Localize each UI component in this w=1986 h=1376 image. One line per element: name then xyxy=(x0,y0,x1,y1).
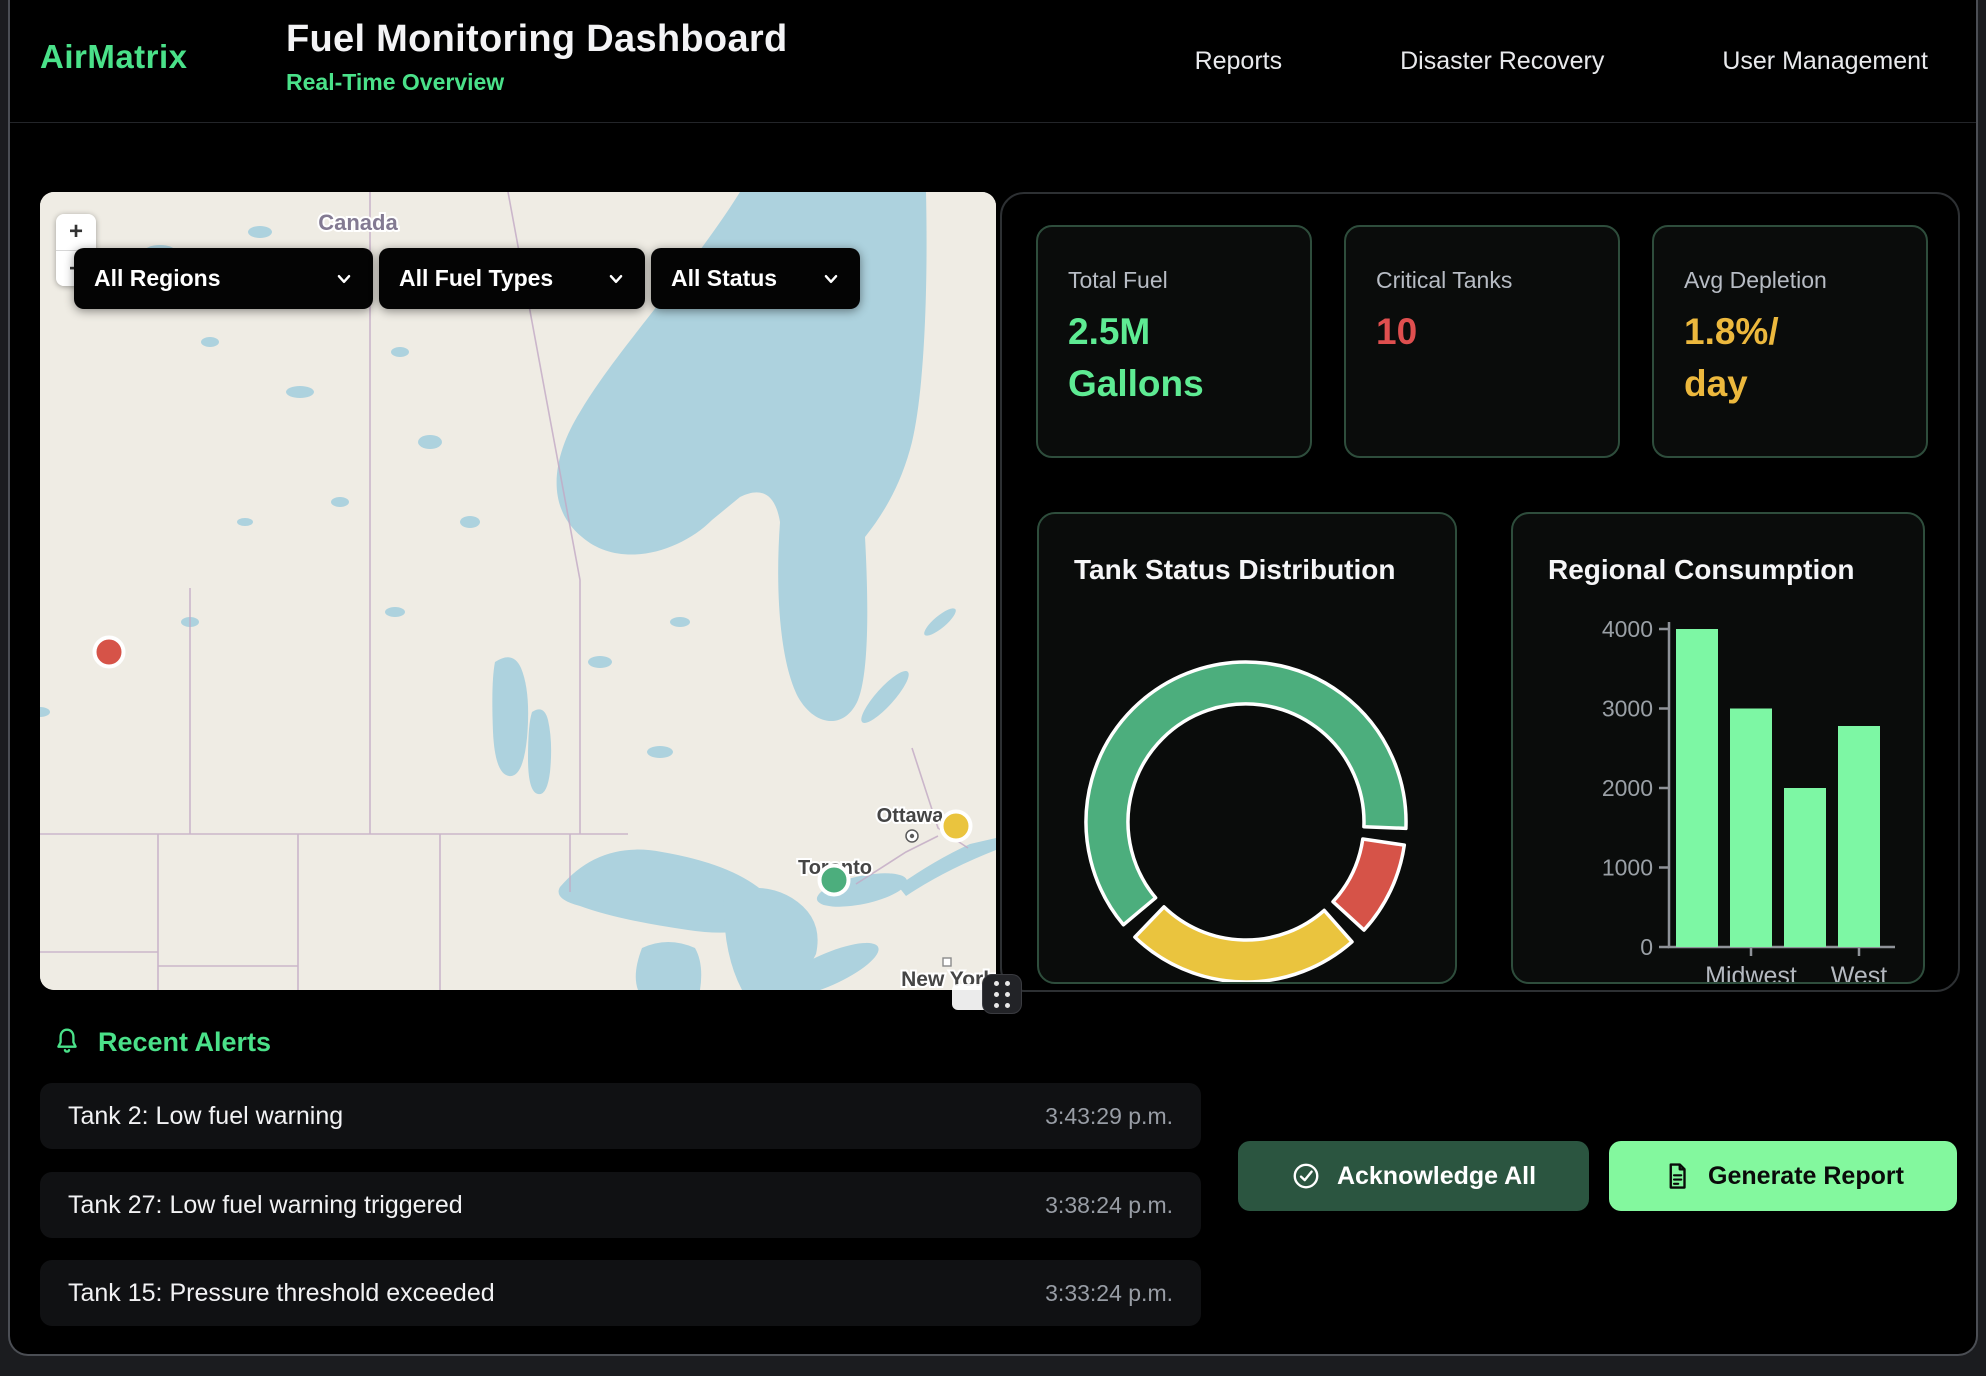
chevron-down-icon xyxy=(335,270,353,288)
chevron-down-icon xyxy=(607,270,625,288)
top-bar: AirMatrix Fuel Monitoring Dashboard Real… xyxy=(10,0,1976,123)
map-ottawa-dot xyxy=(906,830,918,842)
alert-row: Tank 15: Pressure threshold exceeded 3:3… xyxy=(40,1260,1201,1326)
map-marker-normal[interactable] xyxy=(820,866,849,895)
resize-grip-icon[interactable] xyxy=(982,974,1022,1014)
map-label-ottawa: Ottawa xyxy=(877,805,945,827)
map-marker-critical[interactable] xyxy=(95,638,124,667)
dashboard-root: AirMatrix Fuel Monitoring Dashboard Real… xyxy=(8,0,1978,1356)
bar-0 xyxy=(1676,629,1718,947)
main-nav: Reports Disaster Recovery User Managemen… xyxy=(1195,0,1928,123)
alert-time: 3:43:29 p.m. xyxy=(1045,1103,1173,1130)
stat-card-total-fuel: Total Fuel 2.5MGallons xyxy=(1036,225,1312,458)
donut-segment-critical xyxy=(1333,839,1404,930)
document-icon xyxy=(1662,1161,1692,1191)
map-label-canada: Canada xyxy=(318,210,398,235)
map-marker-warning[interactable] xyxy=(942,812,971,841)
alert-message: Tank 15: Pressure threshold exceeded xyxy=(68,1279,495,1308)
tank-status-card: Tank Status Distribution xyxy=(1037,512,1457,984)
zoom-in-button[interactable]: + xyxy=(56,214,96,250)
app-logo: AirMatrix xyxy=(40,38,188,76)
tank-status-donut-chart xyxy=(1039,514,1457,984)
stat-value: 10 xyxy=(1376,306,1588,358)
stat-label: Total Fuel xyxy=(1068,267,1280,294)
bar-2 xyxy=(1784,788,1826,947)
stat-value: 2.5MGallons xyxy=(1068,306,1280,410)
alert-time: 3:38:24 p.m. xyxy=(1045,1192,1173,1219)
status-dropdown-value: All Status xyxy=(671,265,777,292)
alert-time: 3:33:24 p.m. xyxy=(1045,1280,1173,1307)
x-tick-label: West xyxy=(1831,962,1888,984)
metrics-panel: Total Fuel 2.5MGallons Critical Tanks 10… xyxy=(1000,192,1960,992)
donut-segment-warning xyxy=(1135,907,1352,982)
y-tick-label: 1000 xyxy=(1602,855,1653,881)
alerts-header: Recent Alerts xyxy=(52,1026,271,1058)
status-dropdown[interactable]: All Status xyxy=(651,248,860,309)
regions-dropdown[interactable]: All Regions xyxy=(74,248,373,309)
alert-row: Tank 2: Low fuel warning 3:43:29 p.m. xyxy=(40,1083,1201,1149)
stat-label: Critical Tanks xyxy=(1376,267,1588,294)
alerts-title: Recent Alerts xyxy=(98,1027,271,1058)
bell-icon xyxy=(52,1026,82,1058)
page-subtitle: Real-Time Overview xyxy=(286,69,787,96)
nav-item-disaster-recovery[interactable]: Disaster Recovery xyxy=(1400,47,1604,76)
y-tick-label: 2000 xyxy=(1602,775,1653,801)
bar-1 xyxy=(1730,709,1772,948)
acknowledge-all-label: Acknowledge All xyxy=(1337,1162,1536,1191)
alert-message: Tank 2: Low fuel warning xyxy=(68,1102,343,1131)
regional-consumption-card: Regional Consumption 01000200030004000Mi… xyxy=(1511,512,1925,984)
fuel-types-dropdown-value: All Fuel Types xyxy=(399,265,553,292)
map-canvas[interactable]: Canada Ottawa Toronto New York xyxy=(40,192,996,990)
y-tick-label: 3000 xyxy=(1602,696,1653,722)
generate-report-button[interactable]: Generate Report xyxy=(1609,1141,1957,1211)
nav-item-reports[interactable]: Reports xyxy=(1195,47,1283,76)
stat-value: 1.8%/day xyxy=(1684,306,1896,410)
stat-label: Avg Depletion xyxy=(1684,267,1896,294)
regions-dropdown-value: All Regions xyxy=(94,265,221,292)
y-tick-label: 4000 xyxy=(1602,616,1653,642)
stat-card-critical-tanks: Critical Tanks 10 xyxy=(1344,225,1620,458)
page-title: Fuel Monitoring Dashboard xyxy=(286,18,787,61)
stat-card-avg-depletion: Avg Depletion 1.8%/day xyxy=(1652,225,1928,458)
stats-row: Total Fuel 2.5MGallons Critical Tanks 10… xyxy=(1036,225,1928,458)
nav-item-user-management[interactable]: User Management xyxy=(1722,47,1928,76)
bar-3 xyxy=(1838,726,1880,947)
acknowledge-all-button[interactable]: Acknowledge All xyxy=(1238,1141,1589,1211)
chevron-down-icon xyxy=(822,270,840,288)
title-block: Fuel Monitoring Dashboard Real-Time Over… xyxy=(286,18,787,96)
regional-consumption-bar-chart: 0 1000 2000 3000 4000 Midwest West xyxy=(1513,514,1925,984)
alert-message: Tank 27: Low fuel warning triggered xyxy=(68,1191,463,1220)
map-filters: All Regions All Fuel Types All Status xyxy=(74,248,860,309)
alert-row: Tank 27: Low fuel warning triggered 3:38… xyxy=(40,1172,1201,1238)
fuel-types-dropdown[interactable]: All Fuel Types xyxy=(379,248,645,309)
generate-report-label: Generate Report xyxy=(1708,1162,1904,1191)
check-circle-icon xyxy=(1291,1161,1321,1191)
x-tick-label: Midwest xyxy=(1705,962,1797,984)
map-newyork-dot xyxy=(943,958,951,966)
y-tick-label: 0 xyxy=(1640,934,1653,960)
map-svg: Canada Ottawa Toronto New York xyxy=(40,192,996,990)
map-panel: Canada Ottawa Toronto New York + − xyxy=(40,192,996,990)
